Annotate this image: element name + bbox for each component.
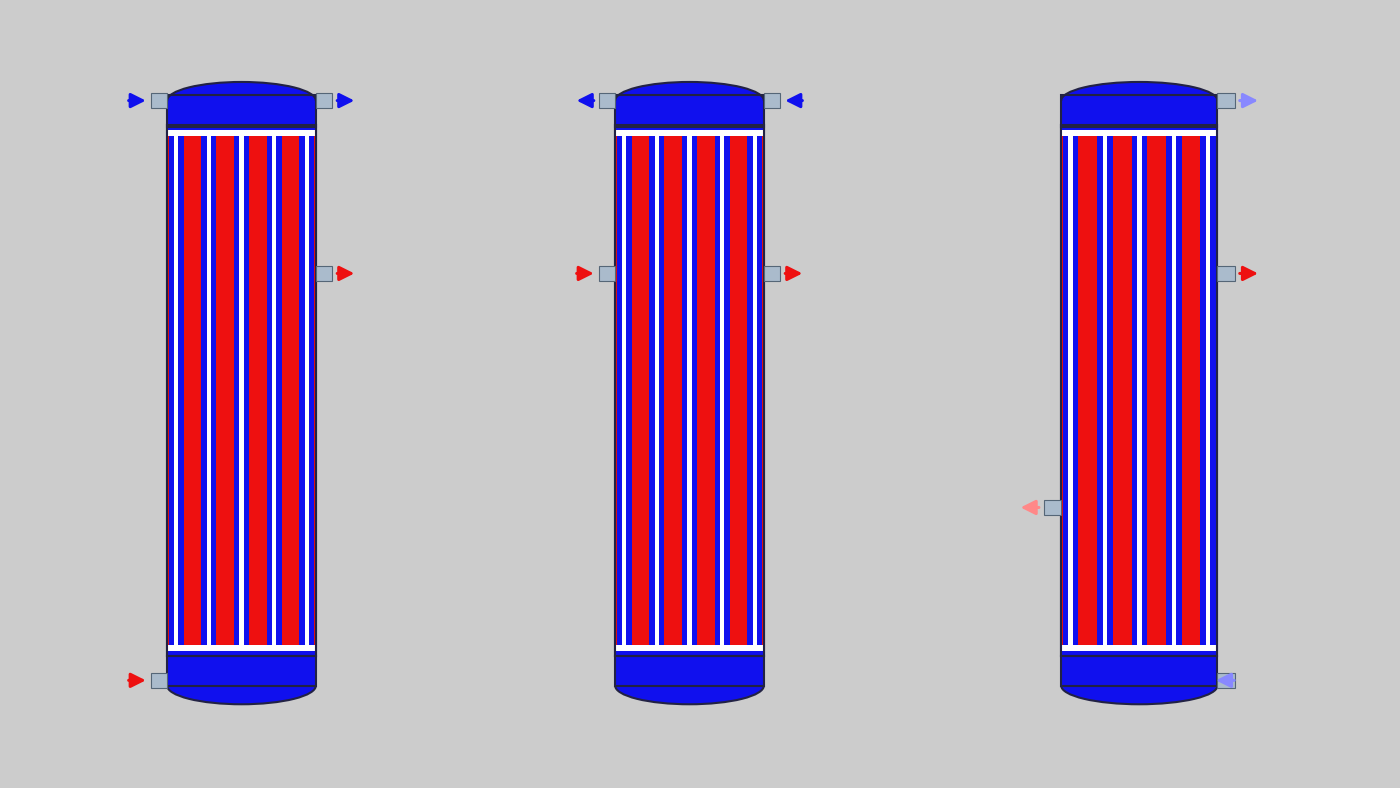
Bar <box>599 93 615 109</box>
Bar <box>300 125 315 656</box>
Bar <box>1098 125 1113 656</box>
Bar <box>272 125 276 656</box>
Bar <box>167 651 316 686</box>
Bar <box>615 125 764 136</box>
Bar <box>615 125 764 656</box>
Bar <box>1063 125 1078 656</box>
Bar <box>616 125 631 656</box>
Bar <box>167 95 316 127</box>
Bar <box>234 125 249 656</box>
Bar <box>202 125 216 656</box>
Bar <box>1044 500 1061 515</box>
Bar <box>1205 125 1210 656</box>
Ellipse shape <box>615 667 764 704</box>
Bar <box>615 656 764 686</box>
Bar <box>167 656 316 686</box>
Bar <box>151 672 167 688</box>
Ellipse shape <box>1061 667 1218 704</box>
Bar <box>1172 125 1176 656</box>
Bar <box>622 125 626 656</box>
Ellipse shape <box>615 82 764 119</box>
Bar <box>167 656 316 686</box>
Bar <box>1200 125 1215 656</box>
Bar <box>1218 266 1235 281</box>
Bar <box>1103 125 1107 656</box>
Bar <box>615 125 764 656</box>
Bar <box>682 125 697 656</box>
Bar <box>1061 656 1218 686</box>
Ellipse shape <box>167 82 316 119</box>
Bar <box>1061 101 1218 130</box>
Bar <box>615 645 764 656</box>
Bar <box>1166 125 1182 656</box>
Bar <box>764 93 780 109</box>
Bar <box>267 125 281 656</box>
Bar <box>168 125 183 656</box>
Ellipse shape <box>167 667 316 704</box>
Bar <box>167 645 316 656</box>
Bar <box>764 266 780 281</box>
Bar <box>687 125 692 656</box>
Bar <box>1061 95 1218 127</box>
Bar <box>599 266 615 281</box>
Bar <box>1218 672 1235 688</box>
Ellipse shape <box>1061 82 1218 119</box>
Bar <box>167 125 316 656</box>
Bar <box>650 125 664 656</box>
Bar <box>1131 125 1147 656</box>
Bar <box>1061 125 1218 136</box>
Bar <box>316 93 332 109</box>
Bar <box>1068 125 1072 656</box>
Bar <box>720 125 724 656</box>
Bar <box>167 101 316 130</box>
Bar <box>1061 651 1218 686</box>
Bar <box>1218 93 1235 109</box>
Bar <box>167 125 316 656</box>
Bar <box>1061 95 1218 130</box>
Bar <box>615 95 764 130</box>
Bar <box>1061 125 1218 656</box>
Bar <box>615 95 764 127</box>
Bar <box>615 656 764 686</box>
Bar <box>753 125 757 656</box>
Bar <box>1137 125 1141 656</box>
Bar <box>715 125 729 656</box>
Bar <box>167 125 316 136</box>
Bar <box>1061 125 1218 656</box>
Bar <box>615 101 764 130</box>
Bar <box>167 95 316 130</box>
Bar <box>1061 645 1218 656</box>
Bar <box>305 125 309 656</box>
Bar <box>748 125 763 656</box>
Bar <box>151 93 167 109</box>
Bar <box>655 125 659 656</box>
Bar <box>239 125 244 656</box>
Bar <box>174 125 178 656</box>
Bar <box>207 125 211 656</box>
Bar <box>316 266 332 281</box>
Bar <box>1061 656 1218 686</box>
Bar <box>615 651 764 686</box>
